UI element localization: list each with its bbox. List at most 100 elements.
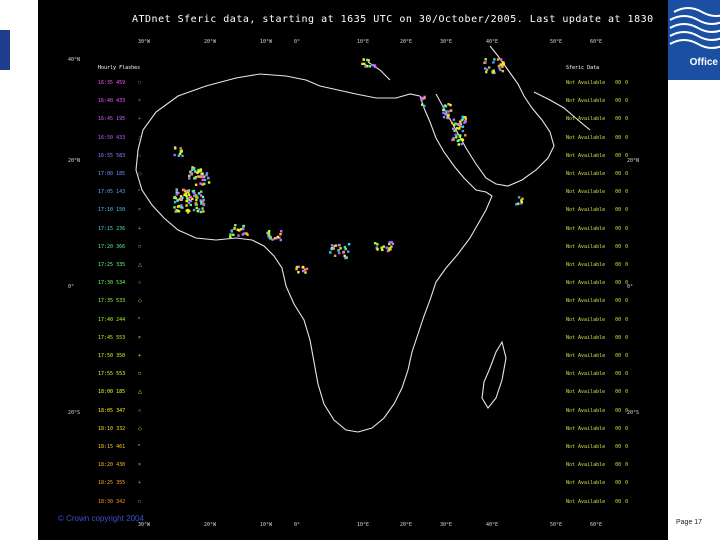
lon-labels-label: 40°E [486, 39, 499, 45]
lightning-flash [197, 170, 200, 173]
lightning-flash [303, 268, 307, 271]
sferic-status-row: Not Available 00 0 [566, 98, 628, 104]
status-text: Not Available [566, 98, 606, 105]
lightning-flash [304, 271, 307, 274]
lon-labels-label: 10°E [357, 522, 370, 528]
status-value: 0 [625, 407, 629, 414]
lightning-flash [191, 166, 194, 169]
lightning-flash [484, 61, 487, 64]
status-value: 00 [615, 171, 622, 177]
lightning-flash [491, 71, 494, 74]
lightning-flash [175, 189, 178, 192]
lightning-flash [202, 198, 205, 202]
flash-count: 461 [113, 444, 126, 450]
lightning-flash [199, 194, 203, 197]
sferic-status-row: Not Available 00 0 [566, 171, 628, 177]
lightning-flash [266, 231, 269, 235]
lightning-flash [301, 269, 305, 273]
sferic-status-row: Not Available 00 0 [566, 207, 628, 213]
legend-marker-icon: □ [138, 80, 142, 86]
flash-count: 534 [113, 280, 126, 287]
status-value: 00 [615, 98, 622, 105]
lightning-flash [361, 62, 364, 66]
time-legend-row: 17:15 236 [98, 226, 125, 232]
lat-labels-left-label: 20°S [68, 410, 81, 416]
lon-labels-label: 10°W [260, 39, 273, 45]
flash-count: 433 [113, 134, 126, 141]
status-text: Not Available [566, 498, 606, 505]
lightning-flash [186, 197, 189, 200]
sferic-status-row: Not Available 00 0 [566, 480, 628, 486]
lightning-flash [343, 254, 346, 258]
lightning-flash [453, 129, 456, 133]
lightning-flash [382, 245, 385, 248]
lightning-flash [199, 168, 203, 171]
lightning-flash [191, 190, 195, 193]
legend-marker-icon: ◇ [138, 171, 142, 177]
legend-marker-icon: ◇ [138, 425, 142, 432]
lightning-flash [179, 150, 182, 153]
lightning-flash [280, 230, 283, 233]
lightning-flash [373, 65, 377, 69]
status-text: Not Available [566, 425, 606, 432]
lightning-flash [245, 232, 248, 235]
legend-marker-icon: * [138, 316, 140, 323]
lightning-flash [520, 199, 523, 202]
flash-count: 335 [113, 262, 126, 268]
lightning-flash [207, 176, 210, 180]
time-value: 17:50 [98, 353, 114, 359]
sferic-status-row: Not Available 00 0 [566, 280, 628, 286]
lightning-flash [458, 135, 461, 138]
lightning-flash [520, 200, 523, 204]
time-value: 16:40 [98, 98, 114, 105]
lightning-flash [196, 210, 199, 213]
lightning-flash [175, 193, 178, 196]
legend-marker-icon: × [138, 462, 141, 469]
lightning-flash [385, 246, 388, 249]
status-value: 00 [615, 462, 622, 469]
lightning-flash [520, 202, 523, 205]
lightning-flash [183, 193, 186, 196]
lightning-flash [458, 127, 461, 130]
lightning-flash [337, 243, 340, 247]
time-value: 18:00 [98, 389, 114, 396]
lat-labels-left-label: 40°N [68, 57, 81, 63]
time-value: 17:15 [98, 225, 114, 232]
lightning-flash [492, 61, 495, 64]
time-value: 18:10 [98, 425, 114, 432]
lightning-flash [517, 196, 521, 199]
lightning-flash [347, 250, 350, 253]
flash-count: 195 [113, 116, 126, 123]
status-value: 00 [615, 316, 622, 323]
status-value: 0 [625, 189, 629, 196]
time-legend-row: 17:10 150 [98, 207, 125, 213]
lightning-flash [457, 123, 461, 126]
lightning-flash [376, 248, 379, 251]
lightning-flash [386, 249, 390, 253]
lightning-flash [229, 235, 232, 239]
legend-marker-icon: + [138, 225, 141, 232]
flash-count: 553 [113, 334, 126, 341]
lon-labels-label: 50°E [550, 522, 563, 528]
lightning-flash [337, 249, 340, 252]
sferic-status-row: Not Available 00 0 [566, 189, 628, 195]
lightning-flash [173, 200, 177, 204]
flash-count: 342 [113, 498, 126, 505]
lightning-flash [173, 153, 176, 157]
lightning-flash [447, 110, 450, 113]
time-value: 18:05 [98, 407, 114, 414]
lightning-flash [177, 210, 181, 213]
status-value: 0 [625, 207, 629, 214]
legend-marker-icon: * [138, 189, 140, 196]
legend-marker-icon: + [138, 480, 141, 487]
lightning-flash [279, 233, 282, 236]
lon-labels-label: 10°W [260, 522, 273, 528]
status-value: 0 [625, 389, 629, 396]
lightning-flash [202, 210, 205, 213]
sferic-status-row: Not Available 00 0 [566, 389, 628, 395]
time-legend-row: 17:05 143 [98, 189, 125, 195]
lon-labels-label: 30°E [440, 522, 453, 528]
lightning-flash [239, 228, 242, 231]
lightning-flash [493, 58, 496, 61]
lightning-flash [202, 175, 206, 178]
